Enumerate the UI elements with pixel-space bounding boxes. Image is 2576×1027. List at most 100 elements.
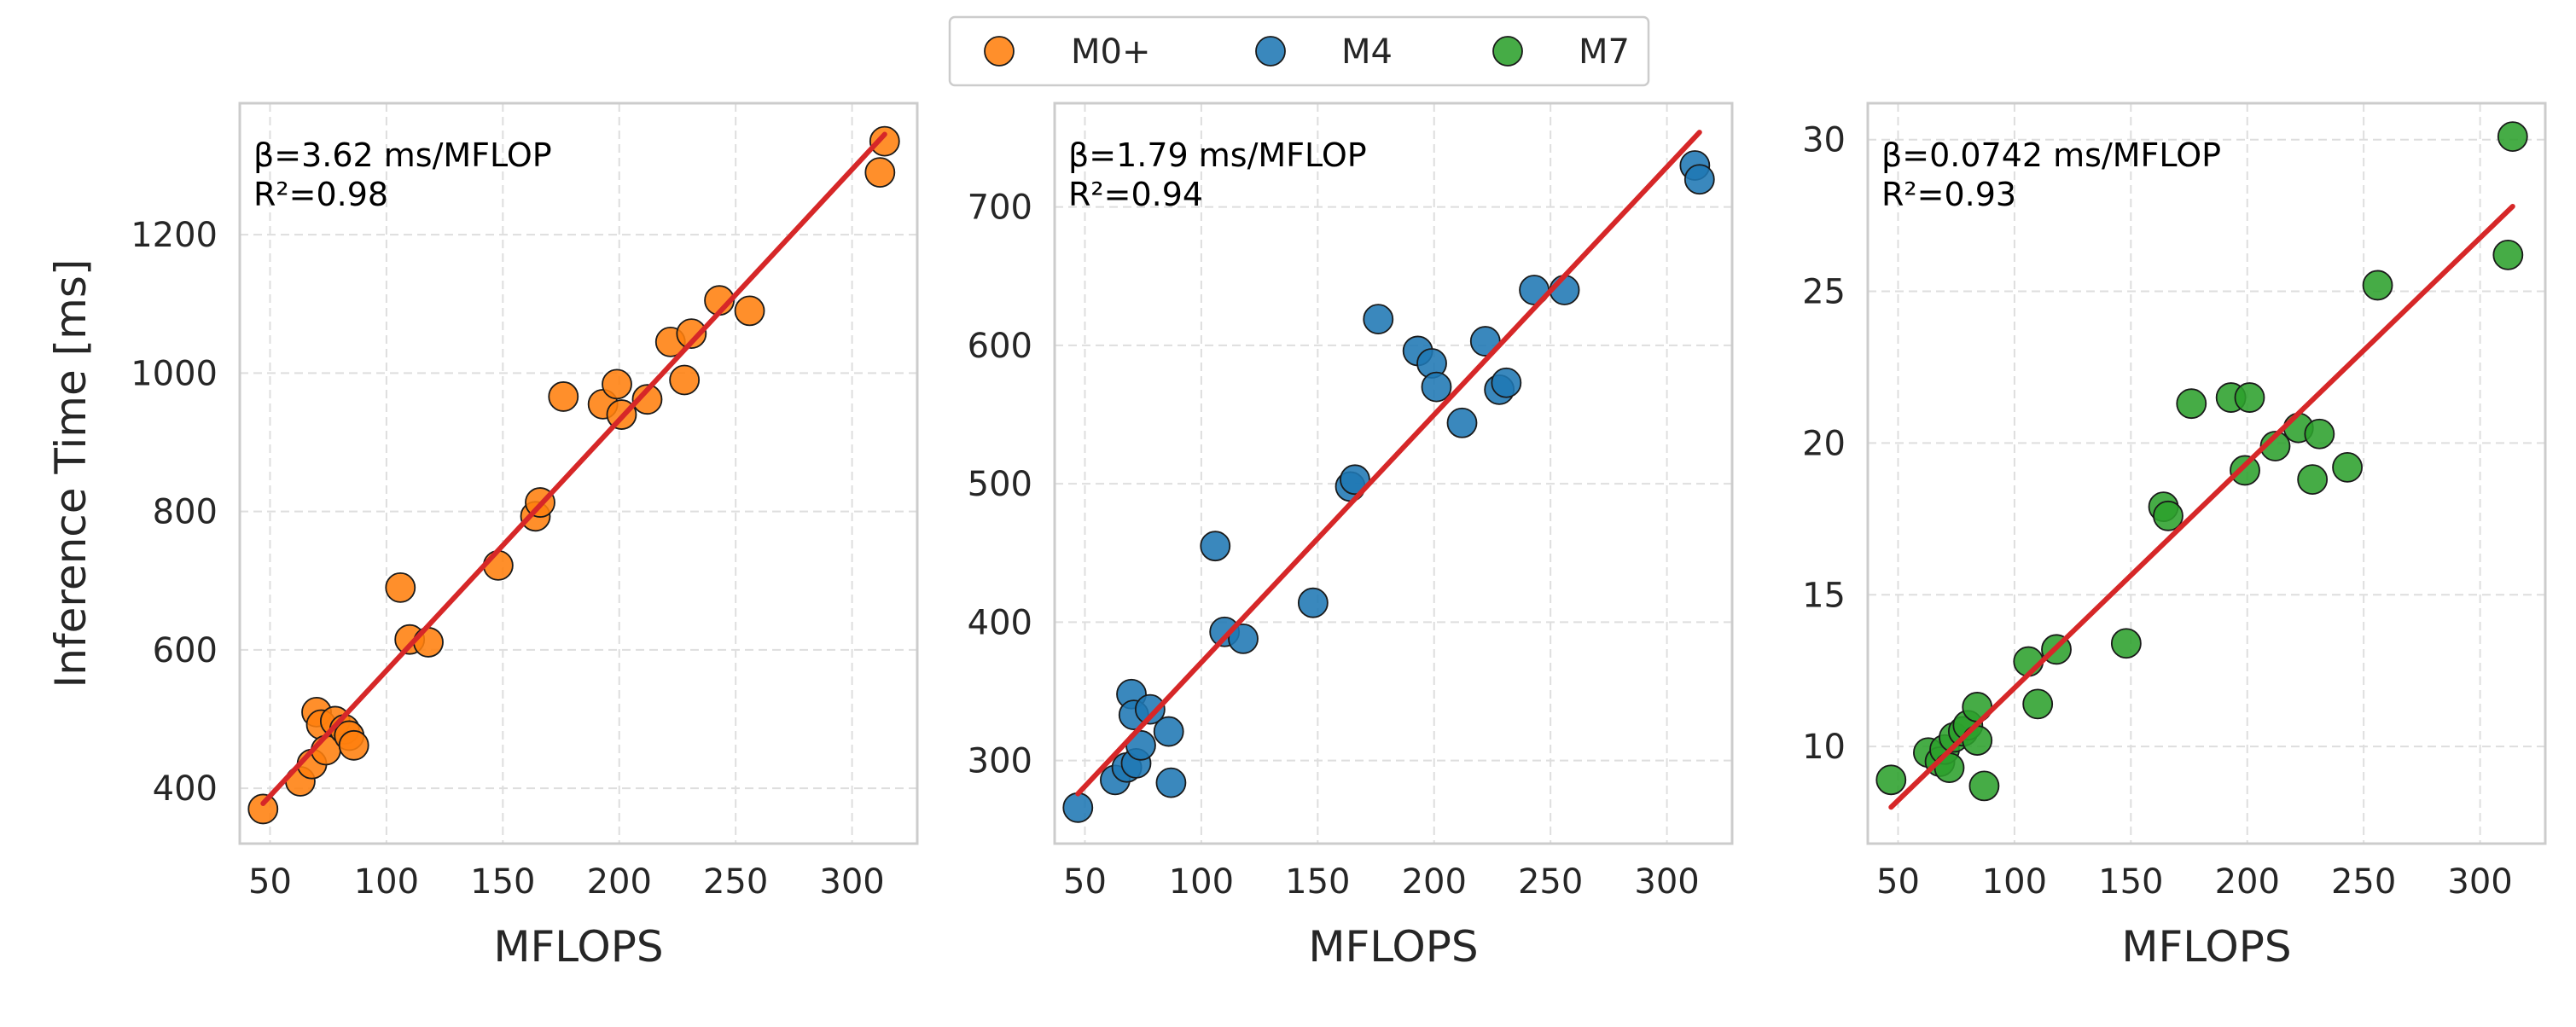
data-point <box>1363 304 1394 334</box>
legend-label: M4 <box>1341 32 1393 72</box>
slope-annotation: β=3.62 ms/MFLOP <box>253 136 552 174</box>
data-point <box>413 627 444 658</box>
regression-line <box>1075 130 1702 797</box>
data-point <box>1875 764 1907 796</box>
data-point <box>2022 688 2054 720</box>
x-tick-label: 300 <box>819 862 884 902</box>
data-point <box>482 549 514 581</box>
data-point <box>2304 418 2335 450</box>
x-tick-label: 150 <box>2098 862 2163 902</box>
data-point <box>1491 367 1522 398</box>
y-tick-label: 600 <box>153 631 218 670</box>
y-tick-label: 300 <box>968 742 1032 781</box>
data-point <box>1062 792 1094 823</box>
x-tick-label: 300 <box>1634 862 1699 902</box>
x-tick-label: 250 <box>1518 862 1583 902</box>
regression-line <box>260 131 887 806</box>
data-point <box>338 729 369 761</box>
chart-panel-2: 50 100 150 200 250 300 300 400 500 600 700 MFLOPS β=… <box>968 102 1734 972</box>
data-point <box>548 381 579 412</box>
data-point <box>1446 407 1478 438</box>
y-tick-label: 400 <box>153 769 218 809</box>
legend-marker <box>1255 36 1286 67</box>
x-tick-label: 50 <box>1876 862 1920 902</box>
data-point <box>2176 388 2207 420</box>
data-point <box>631 384 663 415</box>
data-point <box>869 125 900 157</box>
y-tick-label: 25 <box>1802 273 1846 312</box>
x-axis-title: MFLOPS <box>2121 922 2291 972</box>
data-point <box>1228 623 1259 654</box>
x-tick-label: 200 <box>2215 862 2280 902</box>
y-tick-label: 700 <box>968 189 1032 228</box>
y-tick-label: 1200 <box>131 216 218 255</box>
chart-panel-1: 50 100 150 200 250 300 400 600 800 1000 1200 MFLOPS… <box>46 102 919 972</box>
data-point <box>2362 270 2393 301</box>
data-point <box>1683 164 1715 195</box>
data-point <box>676 318 707 350</box>
x-tick-label: 50 <box>1063 862 1107 902</box>
r-squared-annotation: R²=0.98 <box>253 176 388 213</box>
legend: M0+ M4 M7 <box>948 15 1650 87</box>
x-tick-label: 250 <box>703 862 768 902</box>
slope-annotation: β=1.79 ms/MFLOP <box>1068 136 1367 174</box>
y-tick-label: 10 <box>1802 728 1846 767</box>
data-point <box>1297 587 1329 618</box>
x-tick-label: 50 <box>248 862 292 902</box>
plot-frame <box>1866 102 2547 845</box>
data-point <box>1421 371 1452 403</box>
chart-panel-3: 50 100 150 200 250 300 10 15 20 25 30 MFLOPS β=0.074… <box>1802 102 2547 972</box>
y-tick-label: 30 <box>1802 121 1846 160</box>
data-point <box>2492 239 2524 270</box>
x-tick-label: 100 <box>1982 862 2047 902</box>
y-tick-label: 15 <box>1802 576 1846 615</box>
data-point <box>602 368 632 400</box>
legend-marker <box>984 36 1015 67</box>
data-point <box>385 572 416 603</box>
y-tick-label: 500 <box>968 465 1032 504</box>
data-point <box>2332 451 2363 483</box>
x-tick-label: 300 <box>2447 862 2512 902</box>
x-tick-label: 150 <box>1285 862 1350 902</box>
x-axis-title: MFLOPS <box>1308 922 1478 972</box>
legend-label: M7 <box>1579 32 1630 72</box>
plot-frame <box>1053 102 1734 845</box>
data-point <box>734 295 765 327</box>
data-point <box>2230 455 2260 486</box>
plot-frame <box>238 102 919 845</box>
legend-label: M0+ <box>1071 32 1150 72</box>
x-tick-label: 100 <box>1169 862 1234 902</box>
y-tick-label: 1000 <box>131 354 218 393</box>
x-tick-label: 200 <box>1402 862 1467 902</box>
data-point <box>2153 500 2183 531</box>
data-point <box>1134 693 1166 725</box>
x-tick-label: 100 <box>354 862 419 902</box>
data-point <box>1155 767 1187 798</box>
data-point <box>247 793 279 825</box>
data-point <box>2110 628 2142 659</box>
regression-line <box>1888 203 2515 810</box>
data-point <box>1340 464 1370 496</box>
data-point <box>1200 531 1231 562</box>
data-point <box>2234 382 2265 413</box>
data-points <box>1062 150 1715 823</box>
data-point <box>1968 770 2000 802</box>
r-squared-annotation: R²=0.93 <box>1881 176 2016 213</box>
y-tick-label: 800 <box>153 493 218 532</box>
x-tick-label: 250 <box>2331 862 2396 902</box>
y-axis-title: Inference Time [ms] <box>46 259 96 688</box>
y-tick-label: 400 <box>968 603 1032 642</box>
data-point <box>864 157 896 189</box>
legend-marker <box>1492 36 1523 67</box>
y-tick-label: 600 <box>968 327 1032 366</box>
data-point <box>2297 464 2329 496</box>
legend-box <box>948 15 1650 87</box>
y-tick-label: 20 <box>1802 424 1846 463</box>
slope-annotation: β=0.0742 ms/MFLOP <box>1881 136 2221 174</box>
x-axis-title: MFLOPS <box>493 922 663 972</box>
x-tick-label: 150 <box>470 862 535 902</box>
data-point <box>1153 716 1184 747</box>
data-point <box>2497 121 2528 153</box>
